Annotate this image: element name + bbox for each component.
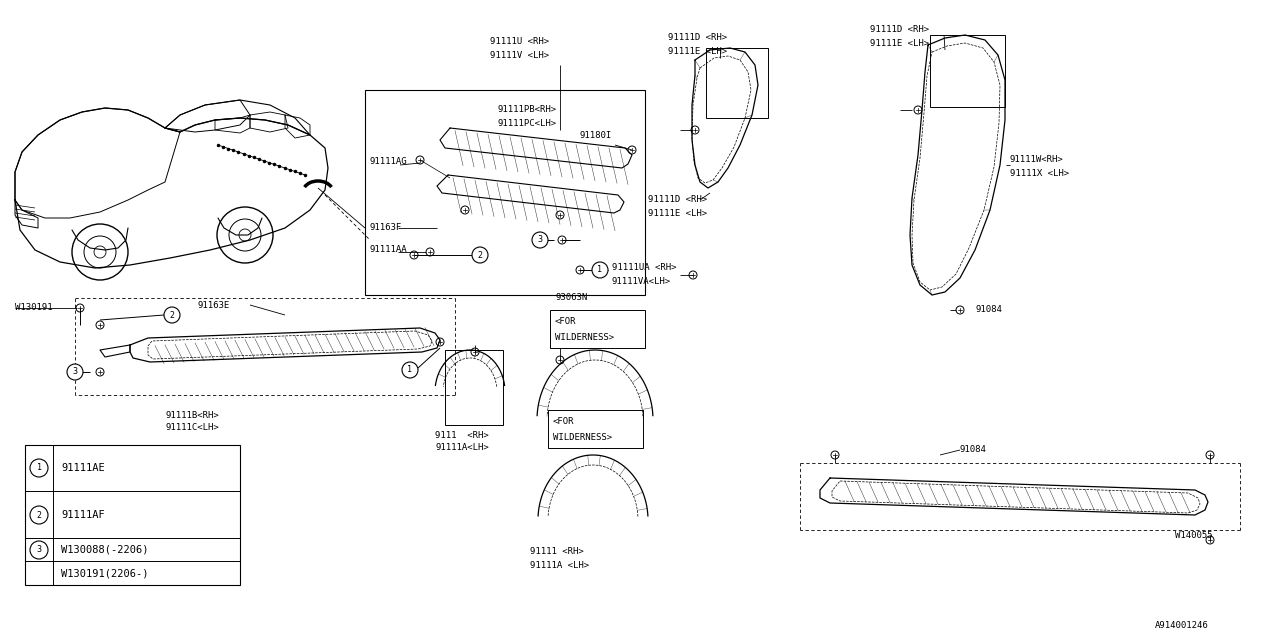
Text: W140055: W140055	[1175, 531, 1212, 540]
Text: WILDERNESS>: WILDERNESS>	[553, 433, 612, 442]
Bar	[445, 350, 503, 425]
Text: 91111B<RH>: 91111B<RH>	[165, 410, 219, 419]
Bar	[365, 90, 645, 295]
Circle shape	[29, 506, 49, 524]
Bar	[707, 48, 768, 118]
Text: 91111U <RH>: 91111U <RH>	[490, 38, 549, 47]
Text: 3: 3	[538, 236, 543, 244]
Text: W130191: W130191	[15, 303, 52, 312]
Text: 91163F: 91163F	[370, 223, 402, 232]
Text: 91111AA: 91111AA	[370, 246, 407, 255]
Circle shape	[29, 459, 49, 477]
Text: 91111X <LH>: 91111X <LH>	[1010, 168, 1069, 177]
Text: 91111 <RH>: 91111 <RH>	[530, 547, 584, 557]
Bar	[26, 445, 241, 585]
Text: 2: 2	[37, 511, 41, 520]
Text: 91111AG: 91111AG	[370, 157, 407, 166]
Text: 91111V <LH>: 91111V <LH>	[490, 51, 549, 60]
Text: 91111D <RH>: 91111D <RH>	[648, 195, 707, 205]
Text: 93063N: 93063N	[556, 294, 588, 303]
Text: 9111  <RH>: 9111 <RH>	[435, 431, 489, 440]
Text: 3: 3	[37, 545, 41, 554]
Text: 91111E <LH>: 91111E <LH>	[870, 38, 929, 47]
Text: 91111D <RH>: 91111D <RH>	[668, 33, 727, 42]
Text: 91111W<RH>: 91111W<RH>	[1010, 156, 1064, 164]
Text: 91111PC<LH>: 91111PC<LH>	[497, 118, 556, 127]
Text: 91111E <LH>: 91111E <LH>	[668, 47, 727, 56]
Text: 1: 1	[598, 266, 603, 275]
Circle shape	[29, 541, 49, 559]
Text: 91111A<LH>: 91111A<LH>	[435, 442, 489, 451]
Text: 3: 3	[73, 367, 78, 376]
Text: WILDERNESS>: WILDERNESS>	[556, 333, 614, 342]
Text: 1: 1	[407, 365, 412, 374]
Text: 91163E: 91163E	[198, 301, 230, 310]
Bar	[931, 35, 1005, 107]
Text: A914001246: A914001246	[1155, 621, 1208, 630]
Text: 91111UA <RH>: 91111UA <RH>	[612, 264, 677, 273]
Circle shape	[402, 362, 419, 378]
Text: 91111AF: 91111AF	[61, 510, 105, 520]
Text: 91111E <LH>: 91111E <LH>	[648, 209, 707, 218]
Text: <FOR: <FOR	[556, 317, 576, 326]
Text: 91111VA<LH>: 91111VA<LH>	[612, 276, 671, 285]
Text: 91180I: 91180I	[580, 131, 612, 140]
Circle shape	[532, 232, 548, 248]
Text: 91111A <LH>: 91111A <LH>	[530, 561, 589, 570]
Text: 1: 1	[37, 463, 41, 472]
Circle shape	[591, 262, 608, 278]
Text: 91111C<LH>: 91111C<LH>	[165, 424, 219, 433]
Circle shape	[67, 364, 83, 380]
Text: 91111AE: 91111AE	[61, 463, 105, 473]
Text: <FOR: <FOR	[553, 417, 575, 426]
Text: W130088(-2206): W130088(-2206)	[61, 545, 148, 555]
Text: 91111PB<RH>: 91111PB<RH>	[497, 106, 556, 115]
Circle shape	[472, 247, 488, 263]
Bar	[550, 310, 645, 348]
Text: 91084: 91084	[975, 305, 1002, 314]
Circle shape	[164, 307, 180, 323]
Text: 2: 2	[477, 250, 483, 259]
Text: 91111D <RH>: 91111D <RH>	[870, 26, 929, 35]
Text: 2: 2	[169, 310, 174, 319]
Text: 91084: 91084	[960, 445, 987, 454]
Bar	[548, 410, 643, 448]
Text: W130191(2206-): W130191(2206-)	[61, 568, 148, 578]
